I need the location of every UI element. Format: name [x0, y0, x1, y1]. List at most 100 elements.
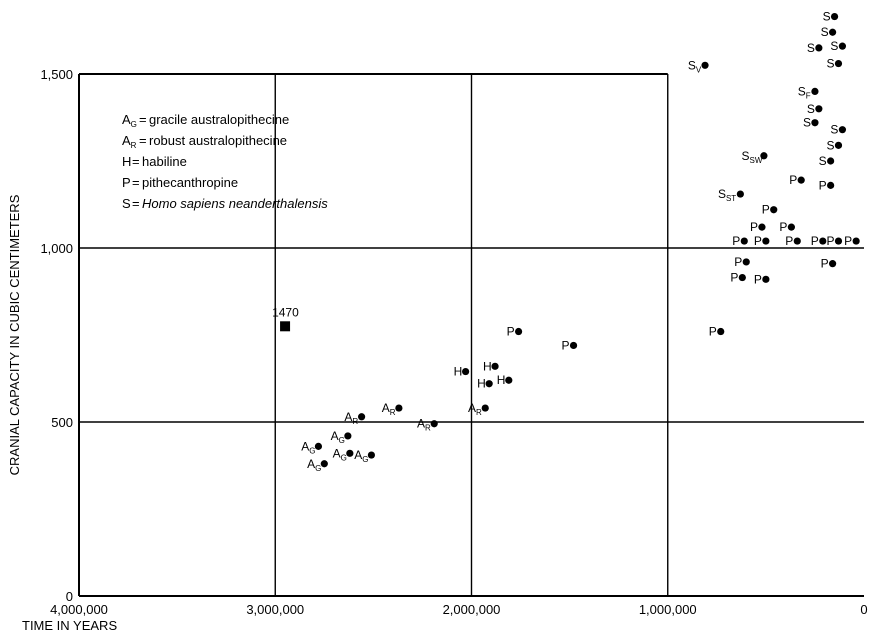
point-label: H [454, 365, 463, 379]
point-dot [505, 376, 513, 384]
data-point: SF [798, 84, 819, 100]
point-dot [314, 442, 323, 450]
data-point: AR [382, 401, 403, 417]
point-dot [738, 273, 746, 282]
point-label: P [762, 203, 770, 217]
data-point: AG [331, 429, 352, 445]
data-point: AG [307, 457, 328, 473]
data-point: AR [417, 417, 438, 433]
legend-text: Homo sapiens neanderthalensis [142, 196, 328, 211]
point-dot [515, 327, 523, 336]
data-point: P [754, 272, 770, 286]
point-label: AG [333, 446, 347, 462]
data-point: H [477, 377, 493, 391]
point-label: P [826, 234, 834, 248]
point-label: H [497, 373, 506, 387]
data-point: P [750, 220, 766, 234]
point-label: H [483, 359, 492, 373]
point-label: AG [331, 429, 345, 445]
point-label: S [821, 25, 829, 39]
data-point: P [734, 255, 750, 269]
y-tick-label: 1,000 [40, 241, 73, 256]
legend-entry: P = pithecanthropine [122, 175, 238, 190]
data-point: SSW [742, 149, 768, 165]
point-dot [834, 237, 843, 245]
y-tick-label: 500 [51, 415, 73, 430]
legend-entry: AR = robust australopithecine [122, 133, 287, 150]
point-dot [827, 181, 835, 189]
y-axis-label: CRANIAL CAPACITY IN CUBIC CENTIMETERS [7, 194, 22, 475]
point-label: S [826, 57, 834, 71]
point-dot [485, 380, 493, 388]
point-dot [829, 260, 837, 268]
data-point: P [732, 234, 748, 248]
data-point: P [844, 234, 860, 248]
data-point: P [709, 325, 725, 339]
legend-equals: = [132, 175, 140, 190]
data-point: P [562, 338, 578, 352]
point-dot [830, 12, 839, 21]
point-label: AR [468, 401, 482, 417]
point-dot [742, 258, 750, 266]
data-point: P [789, 173, 805, 187]
point-label: SST [718, 187, 736, 203]
point-dot [834, 141, 843, 149]
data-point: S [819, 154, 835, 168]
point-label: AR [382, 401, 396, 417]
data-point: H [497, 373, 513, 387]
point-label: P [785, 234, 793, 248]
point-label: P [754, 272, 762, 286]
point-dot [762, 275, 770, 283]
data-point: S [826, 138, 843, 152]
point-label: S [826, 138, 834, 152]
x-axis-label: TIME IN YEARS [22, 618, 117, 633]
point-label: P [844, 234, 852, 248]
point-label: P [779, 220, 787, 234]
point-label: AR [344, 410, 358, 426]
point-dot [819, 237, 827, 245]
point-label: P [732, 234, 740, 248]
data-point: AG [333, 446, 354, 462]
data-point: SV [688, 58, 709, 74]
data-point: P [754, 234, 770, 248]
point-dot [827, 157, 835, 165]
x-tick-label: 0 [860, 602, 867, 617]
data-point: S [807, 41, 823, 55]
tick-labels: 4,000,000 3,000,000 2,000,000 1,000,000 0 0 50… [40, 67, 867, 617]
point-label: P [734, 255, 742, 269]
legend-symbol: P [122, 175, 131, 190]
point-dot [797, 176, 805, 184]
data-point: S [803, 116, 819, 130]
point-dot [811, 87, 819, 95]
x-tick-label: 3,000,000 [246, 602, 304, 617]
square-marker-group: 1470 [272, 305, 299, 332]
point-dot [815, 44, 823, 52]
point-label: P [789, 173, 797, 187]
point-label: AG [354, 448, 368, 464]
y-tick-label: 1,500 [40, 67, 73, 82]
legend-text: gracile australopithecine [149, 112, 289, 127]
point-label: SV [688, 58, 702, 74]
data-point: AR [468, 401, 489, 417]
legend-symbol: AR [122, 133, 137, 150]
point-dot [838, 42, 847, 50]
y-tick-label: 0 [66, 589, 73, 604]
legend-entry: AG = gracile australopithecine [122, 112, 289, 129]
point-label: S [807, 102, 815, 116]
point-dot [491, 362, 499, 370]
data-point: P [507, 325, 523, 339]
data-point: SST [718, 187, 744, 203]
data-point: AG [354, 448, 376, 464]
point-dot [829, 28, 837, 36]
grid-lines [79, 74, 864, 596]
point-dot [358, 413, 366, 421]
data-point: P [779, 220, 795, 234]
point-label: S [830, 123, 838, 137]
data-point: S [807, 102, 823, 116]
legend-text: robust australopithecine [149, 133, 287, 148]
axes [78, 73, 864, 597]
point-label: P [709, 325, 717, 339]
point-label: S [830, 39, 838, 53]
